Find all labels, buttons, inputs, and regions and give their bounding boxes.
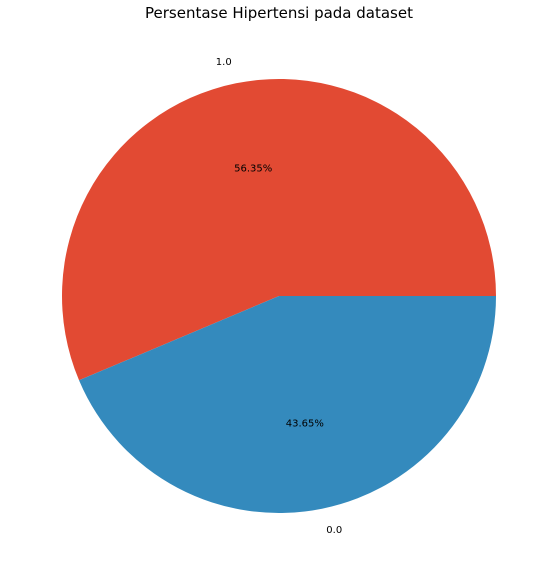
- slice-label-1-0: 1.0: [216, 57, 232, 68]
- pie-labels: 1.0 56.35% 0.0 43.65%: [216, 57, 342, 536]
- pie-slice-1-0: [62, 79, 496, 381]
- chart-title: Persentase Hipertensi pada dataset: [145, 4, 413, 22]
- slice-label-0-0: 0.0: [326, 525, 342, 536]
- pie-slices: [62, 79, 496, 514]
- pie-slice-0-0: [79, 296, 496, 514]
- pct-label-0-0: 43.65%: [286, 419, 324, 430]
- pct-label-1-0: 56.35%: [234, 163, 272, 174]
